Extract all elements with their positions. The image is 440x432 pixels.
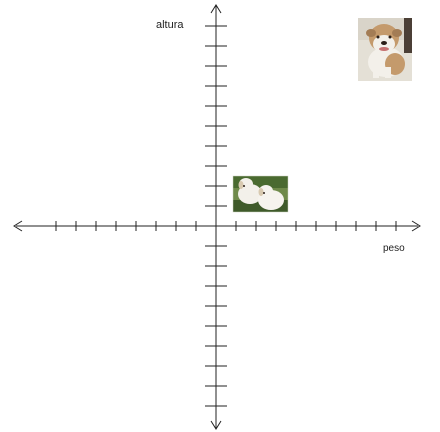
y-axis-up-arrow <box>210 4 222 14</box>
y-axis <box>205 4 227 430</box>
puppies-photo <box>232 175 289 213</box>
y-axis-label: altura <box>156 19 184 31</box>
x-axis-left-arrow <box>13 220 23 232</box>
x-axis-right-arrow <box>411 220 421 232</box>
x-axis <box>13 220 421 232</box>
x-axis-ticks <box>55 221 397 231</box>
x-axis-label: peso <box>383 243 405 254</box>
bulldog-photo <box>358 18 412 81</box>
y-axis-down-arrow <box>210 420 222 430</box>
y-axis-ticks <box>205 25 227 407</box>
